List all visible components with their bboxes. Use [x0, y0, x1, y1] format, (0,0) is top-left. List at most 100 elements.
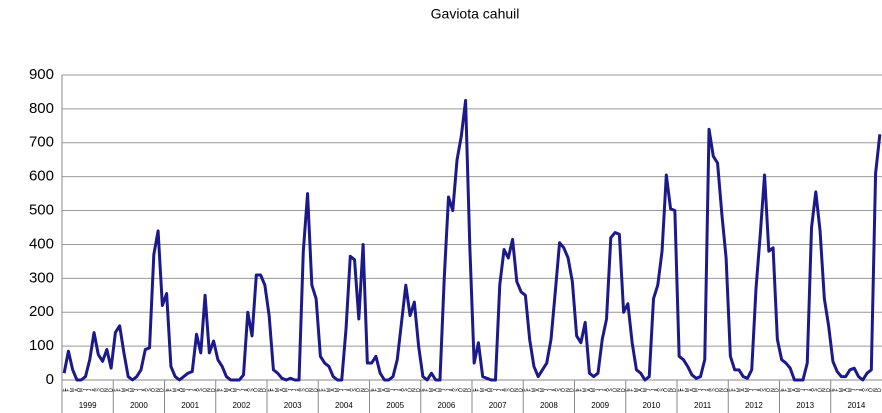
x-tick-label: A: [74, 388, 80, 392]
x-tick-label: A: [126, 388, 132, 392]
x-tick-label: D: [877, 388, 882, 392]
x-tick-label: N: [360, 388, 366, 392]
x-tick-label: A: [655, 388, 661, 392]
x-tick-label: D: [262, 388, 268, 392]
x-tick-label: F: [527, 388, 533, 391]
x-tick-label: F: [476, 388, 482, 391]
x-tick-label: J: [138, 388, 144, 391]
x-tick-label: M: [694, 388, 700, 392]
x-tick-label: A: [348, 388, 354, 392]
x-tick-label: J: [493, 388, 499, 391]
x-tick-label: J: [339, 388, 345, 391]
y-tick-label: 200: [29, 303, 54, 320]
x-tick-label: A: [860, 388, 866, 392]
x-tick-label: N: [309, 388, 315, 392]
x-tick-label: O: [817, 388, 823, 392]
x-tick-label: N: [668, 388, 674, 392]
x-tick-label: E: [728, 388, 734, 392]
x-tick-label: S: [711, 388, 717, 392]
x-tick-label: M: [591, 388, 597, 392]
x-tick-label: F: [168, 388, 174, 391]
x-tick-label: N: [514, 388, 520, 392]
x-tick-label: F: [271, 388, 277, 391]
year-label: 2011: [694, 401, 712, 410]
x-tick-label: J: [647, 388, 653, 391]
x-tick-label: J: [241, 388, 247, 391]
x-tick-label: A: [501, 388, 507, 392]
x-tick-label: N: [463, 388, 469, 392]
y-tick-label: 400: [29, 235, 54, 252]
x-tick-label: M: [796, 388, 802, 392]
x-tick-label: D: [211, 388, 217, 392]
x-tick-label: J: [548, 388, 554, 391]
x-tick-label: F: [373, 388, 379, 391]
x-tick-label: J: [390, 388, 396, 391]
x-tick-label: J: [800, 388, 806, 391]
x-tick-label: A: [450, 388, 456, 392]
x-tick-label: F: [681, 388, 687, 391]
x-tick-label: D: [518, 388, 524, 392]
x-tick-label: O: [459, 388, 465, 392]
x-tick-label: M: [531, 388, 537, 392]
x-tick-label: M: [173, 388, 179, 392]
x-tick-label: N: [155, 388, 161, 392]
year-label: 2012: [745, 401, 763, 410]
y-tick-label: 900: [29, 66, 54, 83]
x-tick-label: A: [758, 388, 764, 392]
x-tick-label: M: [429, 388, 435, 392]
x-tick-label: O: [305, 388, 311, 392]
x-tick-label: A: [809, 388, 815, 392]
y-tick-label: 100: [29, 337, 54, 354]
x-tick-label: M: [480, 388, 486, 392]
x-tick-label: N: [873, 388, 879, 392]
x-tick-label: E: [266, 388, 272, 392]
x-tick-label: S: [608, 388, 614, 392]
x-tick-label: F: [322, 388, 328, 391]
x-tick-label: A: [843, 388, 849, 392]
year-label: 2009: [591, 401, 609, 410]
x-tick-label: M: [583, 388, 589, 392]
x-tick-label: A: [433, 388, 439, 392]
x-tick-label: E: [164, 388, 170, 392]
x-tick-label: F: [578, 388, 584, 391]
x-tick-label: D: [723, 388, 729, 392]
year-label: 2001: [181, 401, 199, 410]
x-tick-label: M: [326, 388, 332, 392]
x-tick-label: S: [762, 388, 768, 392]
x-tick-label: D: [570, 388, 576, 392]
year-label: 2014: [847, 401, 865, 410]
x-tick-label: A: [706, 388, 712, 392]
x-tick-label: A: [689, 388, 695, 392]
chart-title: Gaviota cahuil: [431, 6, 520, 22]
year-label: 2000: [130, 401, 148, 410]
x-tick-label: D: [416, 388, 422, 392]
x-tick-label: E: [574, 388, 580, 392]
x-tick-label: E: [420, 388, 426, 392]
x-tick-label: O: [664, 388, 670, 392]
x-tick-label: S: [198, 388, 204, 392]
x-tick-label: O: [407, 388, 413, 392]
x-tick-label: N: [770, 388, 776, 392]
x-tick-label: S: [147, 388, 153, 392]
x-tick-label: E: [318, 388, 324, 392]
x-tick-label: J: [87, 388, 93, 391]
x-tick-label: J: [343, 388, 349, 391]
x-tick-label: E: [215, 388, 221, 392]
x-tick-label: J: [856, 388, 862, 391]
x-tick-label: J: [497, 388, 503, 391]
y-tick-label: 700: [29, 134, 54, 151]
x-tick-label: F: [219, 388, 225, 391]
x-tick-label: S: [864, 388, 870, 392]
x-tick-label: M: [745, 388, 751, 392]
x-tick-label: D: [775, 388, 781, 392]
x-tick-label: O: [561, 388, 567, 392]
x-tick-label: J: [749, 388, 755, 391]
x-tick-label: S: [403, 388, 409, 392]
x-tick-label: M: [224, 388, 230, 392]
x-tick-label: N: [617, 388, 623, 392]
x-tick-label: J: [395, 388, 401, 391]
x-tick-label: J: [185, 388, 191, 391]
x-tick-label: O: [715, 388, 721, 392]
x-tick-label: O: [202, 388, 208, 392]
